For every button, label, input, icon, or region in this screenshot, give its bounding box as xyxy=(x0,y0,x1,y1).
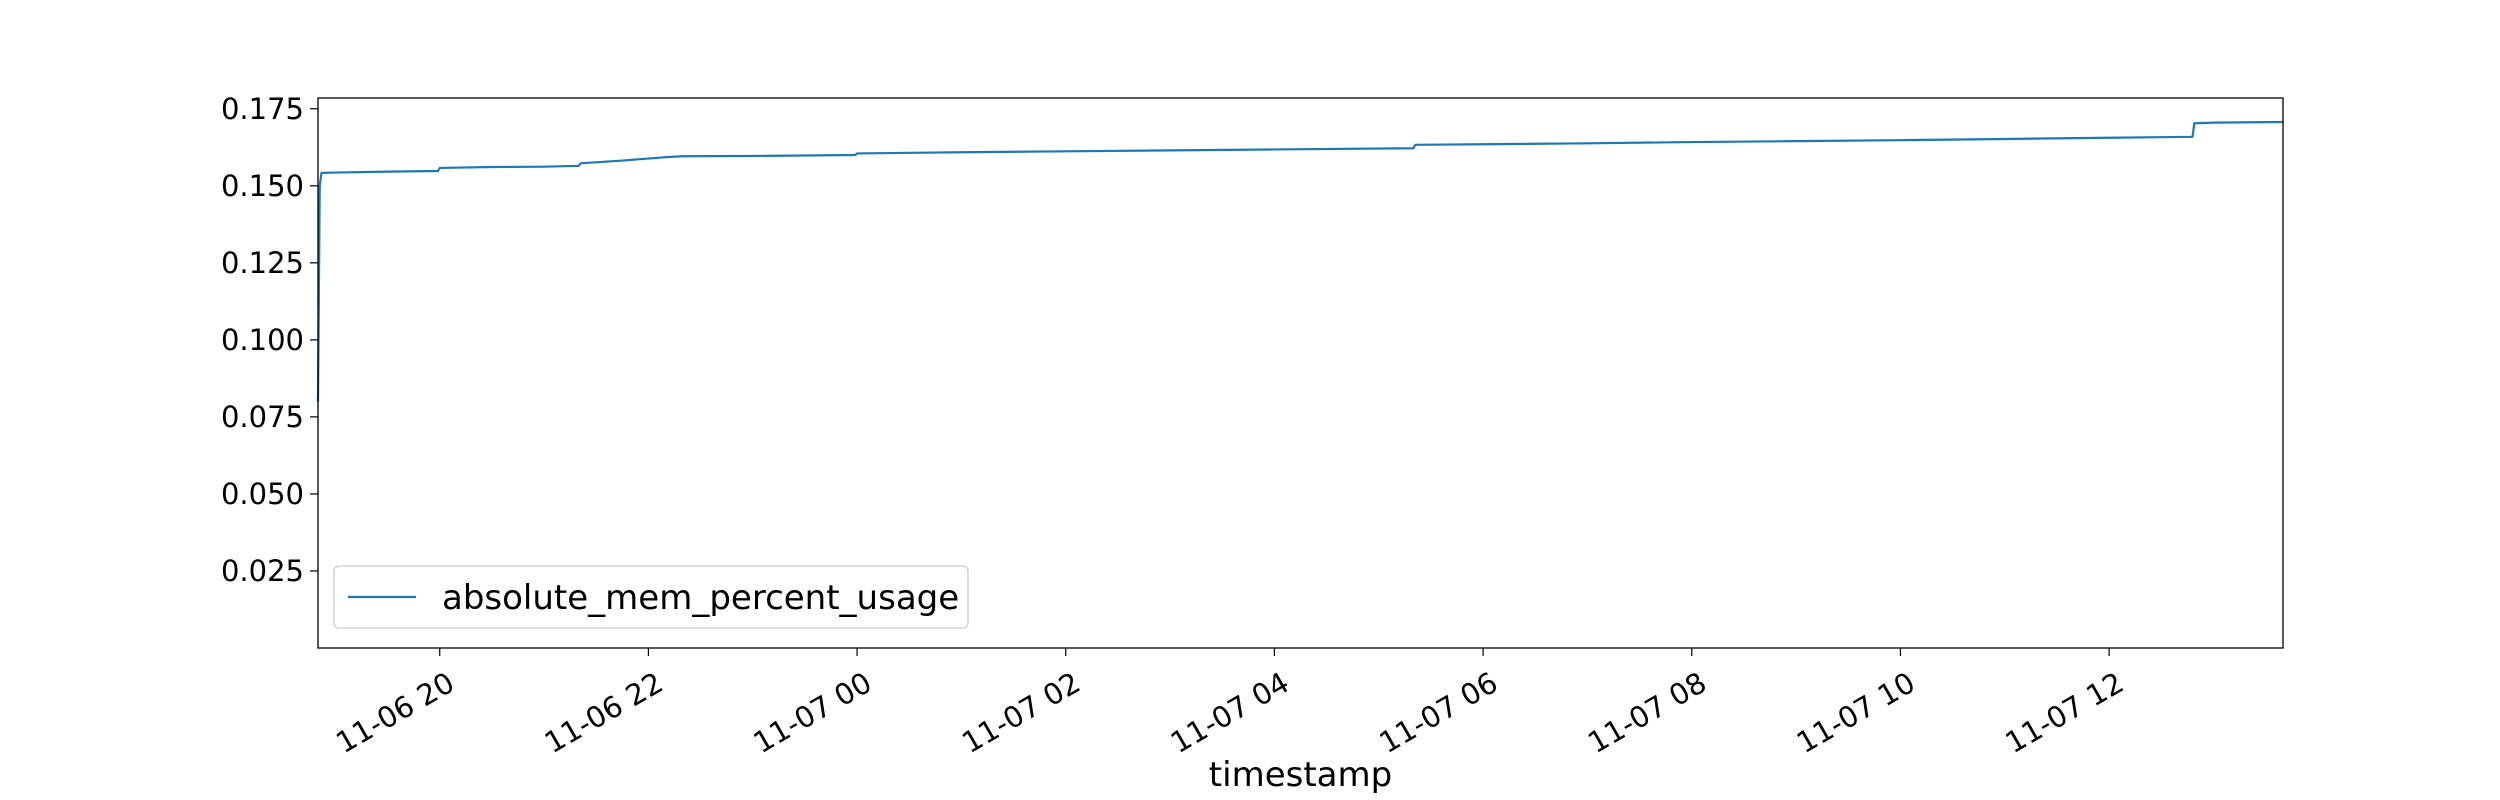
y-axis: 0.025 0.050 0.075 0.100 0.125 0.150 0.175 xyxy=(221,92,318,588)
y-tick-label: 0.075 xyxy=(221,400,304,434)
y-tick-label: 0.025 xyxy=(221,554,304,588)
y-tick-label: 0.100 xyxy=(221,323,304,357)
legend-entry-label: absolute_mem_percent_usage xyxy=(442,578,959,618)
y-tick-label: 0.125 xyxy=(221,246,304,280)
plot-area-frame xyxy=(317,97,2284,649)
legend-box xyxy=(333,565,969,629)
y-tick-label: 0.175 xyxy=(221,92,304,126)
x-axis-title: timestamp xyxy=(1209,755,1392,795)
y-tick-label: 0.150 xyxy=(221,169,304,203)
legend: absolute_mem_percent_usage xyxy=(333,565,969,629)
series-line xyxy=(316,120,2284,402)
series-line-group xyxy=(316,120,2284,402)
y-tick-label: 0.050 xyxy=(221,477,304,511)
